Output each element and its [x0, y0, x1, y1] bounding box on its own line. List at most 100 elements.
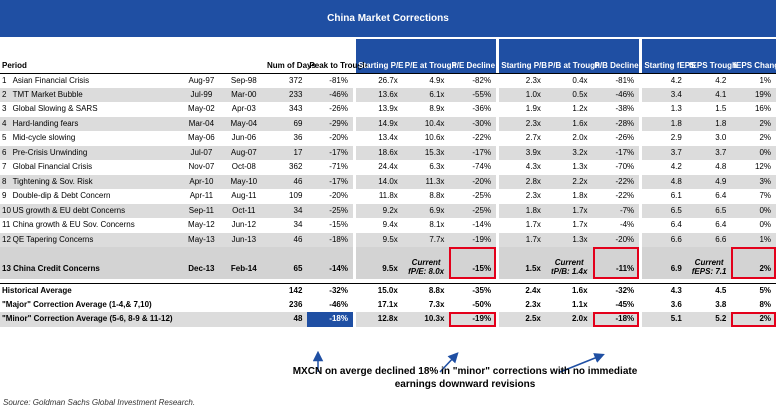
row-starting-pe: 13.4x [378, 133, 398, 143]
row-pe-trough: 6.3x [429, 162, 445, 172]
table-row: 7 Global Financial Crisis Nov-07 Oct-08 362 -… [0, 160, 776, 175]
row-starting-feps: 4.8 [642, 174, 687, 189]
minor-pet: 10.3x [402, 312, 450, 327]
credit-feps-changes: 2% [731, 247, 776, 279]
row-pb-trough: 0.4x [572, 75, 588, 85]
row-end: Sep-98 [230, 75, 257, 85]
row-pb-decline: -22% [592, 174, 640, 189]
hist-peak: -32% [307, 282, 353, 298]
row-pe-decline: -20% [449, 174, 497, 189]
row-start: Jul-99 [180, 87, 223, 102]
header-starting-pb: Starting P/B [499, 39, 547, 74]
header-row: Period Num of Days Peak to Trough Starti… [0, 39, 776, 74]
header-pe-decline: P/E Decline [449, 39, 497, 74]
row-period-name: TMT Market Bubble [10, 87, 181, 102]
row-period-name: US growth & EU debt Concerns [10, 203, 181, 218]
row-period-name: Mid-cycle slowing [12, 133, 76, 143]
row-starting-feps: 3.4 [642, 87, 687, 102]
row-feps-changes: 0% [731, 145, 776, 160]
annotation-text: MXCN on averge declined 18% in "minor" c… [292, 366, 638, 390]
row-pe-decline: -14% [472, 220, 492, 230]
row-pe-trough: 6.9x [402, 203, 450, 218]
credit-end: Feb-14 [222, 247, 266, 279]
row-pb-decline: -17% [592, 145, 640, 160]
table-row: 5 Mid-cycle slowing May-06 Jun-06 36 -20% 13.4… [0, 131, 776, 146]
row-starting-pe: 14.9x [356, 116, 403, 131]
row-pe-trough: 8.9x [429, 104, 445, 114]
header-pb-decline: P/B Decline [592, 39, 640, 74]
hist-ceps: 5% [731, 282, 776, 298]
row-feps-changes: 19% [731, 87, 776, 102]
row-period-name: China growth & EU Sov. Concerns [12, 220, 135, 230]
row-peak: -17% [307, 145, 353, 160]
row-starting-pb: 1.0x [499, 87, 546, 102]
hist-pbd: -32% [592, 282, 640, 298]
row-pe-decline: -25% [449, 203, 497, 218]
row-start: Apr-11 [189, 191, 214, 201]
row-pb-trough: 1.2x [572, 104, 588, 114]
row-starting-pe: 9.5x [356, 232, 403, 247]
row-start: Jul-07 [180, 145, 223, 160]
row-days: 34 [293, 220, 303, 230]
row-days: 343 [289, 104, 303, 114]
row-feps-changes: 3% [731, 174, 776, 189]
row-number: 9 [2, 191, 7, 201]
header-pe-trough: P/E at Trough [402, 39, 456, 74]
table-row: 10 US growth & EU debt Concerns Sep-11 Oct-… [0, 203, 776, 218]
row-feps-trough: 1.8 [686, 116, 732, 131]
row-pe-trough: 11.3x [402, 174, 450, 189]
row-feps-changes: 2% [759, 133, 771, 143]
row-start: Nov-07 [188, 162, 215, 172]
header-starting-feps: Starting fEPS [642, 39, 695, 74]
table-row-major: "Major" Correction Average (1-4,& 7,10) … [0, 297, 776, 312]
corrections-table: Period Num of Days Peak to Trough Starti… [0, 39, 776, 327]
table-row: 8 Tightening & Sov. Risk Apr-10 May-10 46 -17… [0, 174, 776, 189]
row-days: 34 [265, 203, 308, 218]
row-starting-feps: 6.1 [670, 191, 682, 201]
row-peak: -15% [329, 220, 348, 230]
hist-days: 142 [265, 282, 308, 298]
row-start: May-02 [188, 104, 215, 114]
row-pb-trough: 1.3x [572, 162, 588, 172]
row-period-name: Double-dip & Debt Concern [12, 191, 111, 201]
hist-pbt: 1.6x [545, 282, 593, 298]
row-pb-decline: -28% [592, 116, 640, 131]
row-start: Apr-10 [180, 174, 223, 189]
row-pe-decline: -55% [449, 87, 497, 102]
major-teps: 3.8 [715, 299, 727, 309]
row-feps-changes: 1% [731, 232, 776, 247]
row-starting-pe: 9.4x [382, 220, 398, 230]
minor-ceps: 2% [731, 312, 776, 327]
row-end: Jun-13 [222, 232, 266, 247]
row-days: 233 [265, 87, 308, 102]
major-ceps: 8% [759, 299, 771, 309]
credit-current-pe: Current fP/E: 8.0x [402, 247, 450, 279]
row-pb-decline: -20% [592, 232, 640, 247]
row-feps-trough: 6.5 [686, 203, 732, 218]
row-start: Mar-04 [180, 116, 223, 131]
row-starting-feps: 1.8 [642, 116, 687, 131]
row-starting-pb: 2.3x [499, 116, 546, 131]
row-end: May-04 [222, 116, 266, 131]
major-days: 236 [289, 299, 303, 309]
minor-peak: -18% [307, 312, 353, 327]
row-starting-feps: 3.7 [642, 145, 687, 160]
row-pe-trough: 6.1x [402, 87, 450, 102]
table-row: 12 QE Tapering Concerns May-13 Jun-13 46 -18%… [0, 232, 776, 247]
minor-ped: -19% [449, 312, 497, 327]
row-number: 1 [2, 75, 7, 85]
row-starting-feps: 6.4 [670, 220, 682, 230]
minor-pbd: -18% [592, 312, 640, 327]
credit-current-feps: Current fEPS: 7.1 [686, 247, 732, 279]
credit-peak: -14% [307, 247, 353, 279]
row-feps-trough: 3.7 [686, 145, 732, 160]
table-row-historical: Historical Average 142 -32% 15.0x 8.8x -… [0, 282, 776, 298]
row-start: May-06 [188, 133, 215, 143]
row-end: Jun-12 [231, 220, 257, 230]
row-pe-decline: -17% [449, 145, 497, 160]
hist-pet: 8.8x [402, 282, 450, 298]
row-pb-trough: 1.7x [545, 203, 593, 218]
row-pb-trough: 2.2x [545, 174, 593, 189]
row-feps-trough: 6.4 [715, 220, 727, 230]
header-feps-trough: fEPS Trough [686, 39, 737, 74]
